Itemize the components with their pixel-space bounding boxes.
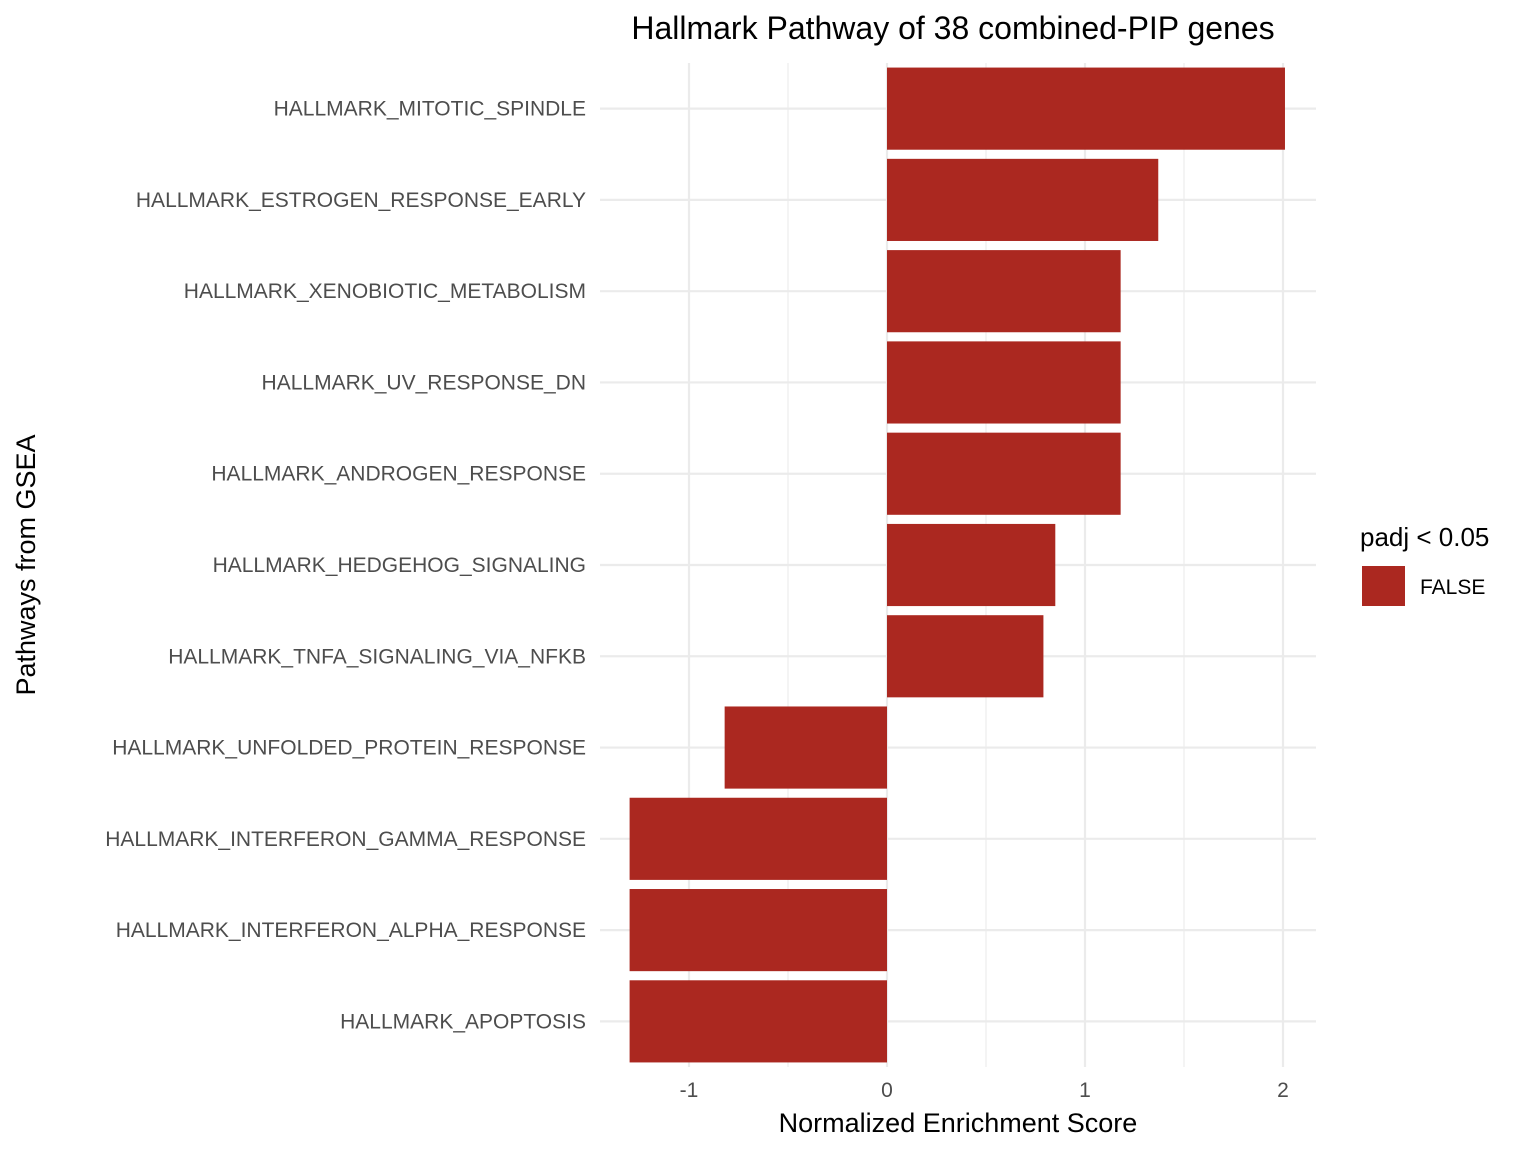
chart-title: Hallmark Pathway of 38 combined-PIP gene… bbox=[631, 10, 1274, 46]
bar bbox=[887, 250, 1121, 333]
y-tick-label: HALLMARK_INTERFERON_GAMMA_RESPONSE bbox=[105, 828, 586, 851]
bar bbox=[887, 615, 1044, 698]
y-tick-label: HALLMARK_ESTROGEN_RESPONSE_EARLY bbox=[136, 189, 586, 212]
x-axis-title: Normalized Enrichment Score bbox=[779, 1108, 1138, 1138]
legend-swatch-false bbox=[1362, 566, 1405, 606]
bar bbox=[887, 523, 1056, 607]
bar bbox=[887, 67, 1285, 150]
legend-title: padj < 0.05 bbox=[1360, 522, 1489, 552]
y-tick-label: HALLMARK_ANDROGEN_RESPONSE bbox=[211, 463, 586, 486]
y-axis-title: Pathways from GSEA bbox=[11, 434, 41, 695]
bar bbox=[887, 158, 1159, 241]
bar bbox=[629, 797, 887, 880]
x-tick-labels: -1 0 1 2 bbox=[680, 1079, 1289, 1102]
bar bbox=[629, 889, 887, 972]
y-tick-label: HALLMARK_XENOBIOTIC_METABOLISM bbox=[184, 280, 586, 303]
x-tick-label: 1 bbox=[1079, 1079, 1091, 1102]
y-tick-label: HALLMARK_HEDGEHOG_SIGNALING bbox=[213, 554, 586, 577]
bars bbox=[629, 67, 1285, 1063]
legend-label-false: FALSE bbox=[1420, 576, 1485, 599]
x-tick-label: 2 bbox=[1277, 1079, 1289, 1102]
bar bbox=[887, 432, 1121, 515]
y-tick-label: HALLMARK_UV_RESPONSE_DN bbox=[262, 371, 586, 394]
legend: padj < 0.05 FALSE bbox=[1360, 522, 1489, 606]
bar bbox=[887, 341, 1121, 424]
y-tick-label: HALLMARK_UNFOLDED_PROTEIN_RESPONSE bbox=[112, 737, 586, 760]
y-tick-label: HALLMARK_MITOTIC_SPINDLE bbox=[274, 98, 586, 121]
y-tick-label: HALLMARK_INTERFERON_ALPHA_RESPONSE bbox=[116, 919, 586, 942]
y-tick-label: HALLMARK_APOPTOSIS bbox=[340, 1010, 586, 1033]
y-tick-label: HALLMARK_TNFA_SIGNALING_VIA_NFKB bbox=[168, 645, 586, 668]
bar bbox=[724, 706, 887, 789]
y-tick-labels: HALLMARK_MITOTIC_SPINDLE HALLMARK_ESTROGE… bbox=[105, 98, 586, 1034]
x-tick-label: -1 bbox=[680, 1079, 699, 1102]
bar bbox=[629, 980, 887, 1063]
x-tick-label: 0 bbox=[881, 1079, 893, 1102]
